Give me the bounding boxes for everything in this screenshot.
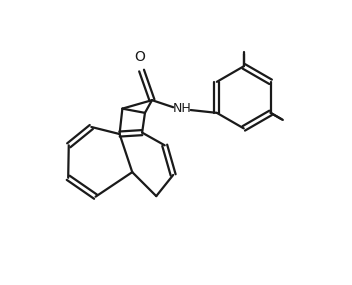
Text: NH: NH: [172, 102, 191, 115]
Text: O: O: [135, 50, 146, 64]
